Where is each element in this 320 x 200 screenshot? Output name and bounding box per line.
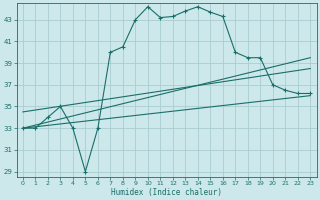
X-axis label: Humidex (Indice chaleur): Humidex (Indice chaleur) [111, 188, 222, 197]
